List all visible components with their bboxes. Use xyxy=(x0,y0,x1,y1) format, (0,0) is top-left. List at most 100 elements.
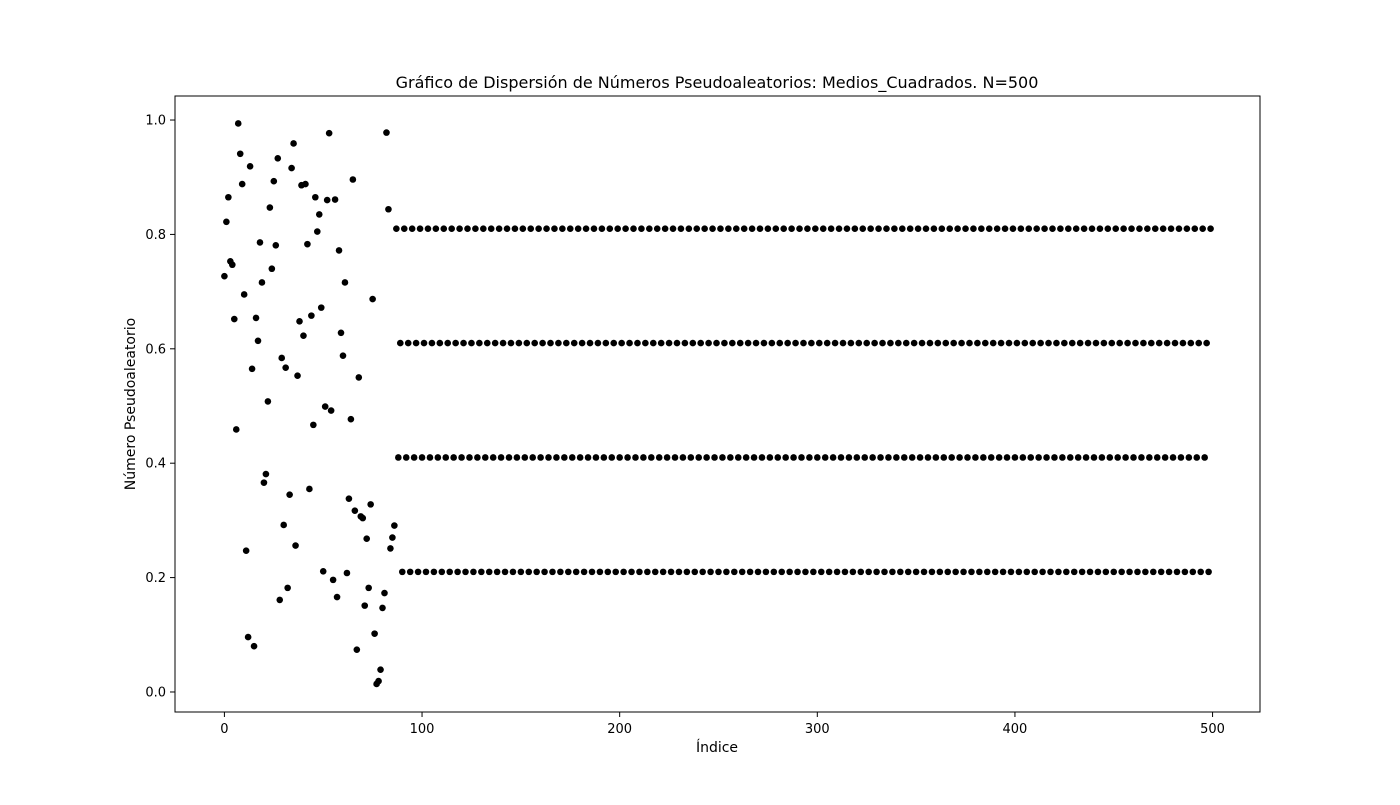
data-point xyxy=(363,535,371,542)
data-point xyxy=(806,454,813,461)
data-point xyxy=(904,568,912,576)
data-point xyxy=(458,454,465,461)
data-point xyxy=(657,339,665,347)
data-point xyxy=(1167,225,1175,232)
data-point xyxy=(847,339,855,347)
data-point xyxy=(1106,454,1114,461)
data-point xyxy=(938,225,946,232)
data-point xyxy=(841,568,849,576)
data-point xyxy=(375,677,382,685)
data-point xyxy=(987,454,995,461)
data-point xyxy=(683,568,691,576)
data-point xyxy=(1161,454,1169,461)
data-point xyxy=(321,403,329,410)
data-point xyxy=(972,454,979,461)
data-point xyxy=(355,374,363,381)
data-point xyxy=(685,225,693,232)
data-point xyxy=(238,180,246,188)
data-point xyxy=(547,339,554,347)
data-point xyxy=(895,339,902,347)
data-point xyxy=(653,225,661,232)
data-point xyxy=(385,205,392,213)
data-point xyxy=(877,454,884,461)
data-point xyxy=(661,225,669,232)
data-point xyxy=(515,339,523,347)
data-point xyxy=(1055,568,1062,576)
data-point xyxy=(1059,454,1066,461)
data-point xyxy=(725,225,732,232)
data-point xyxy=(768,339,776,347)
data-point xyxy=(618,339,625,347)
data-point xyxy=(1025,225,1033,232)
x-tick-label: 0 xyxy=(220,722,228,737)
data-point xyxy=(242,547,250,555)
data-point xyxy=(288,164,295,172)
data-point xyxy=(950,339,957,347)
data-point xyxy=(594,339,602,347)
data-point xyxy=(960,568,967,576)
data-point xyxy=(290,140,297,147)
data-point xyxy=(1114,454,1121,461)
data-point xyxy=(345,495,353,502)
data-point xyxy=(1039,568,1046,576)
data-point xyxy=(754,568,762,576)
data-point xyxy=(474,454,481,461)
data-point xyxy=(681,339,689,347)
y-tick-label: 0.6 xyxy=(145,342,166,357)
data-point xyxy=(460,339,467,347)
data-point xyxy=(1112,225,1120,232)
data-point xyxy=(1126,568,1133,576)
data-point xyxy=(416,225,424,232)
data-point xyxy=(349,176,357,183)
data-point xyxy=(770,568,778,576)
data-point xyxy=(531,339,538,347)
data-point xyxy=(647,454,655,461)
data-point xyxy=(709,225,716,232)
data-point xyxy=(867,225,874,232)
data-point xyxy=(675,568,683,576)
data-point xyxy=(859,225,867,232)
data-point xyxy=(590,225,598,232)
data-point xyxy=(948,454,955,461)
data-point xyxy=(272,241,280,249)
data-point xyxy=(260,479,268,486)
data-point xyxy=(1151,225,1159,232)
data-point xyxy=(1195,339,1203,347)
data-point xyxy=(788,225,795,232)
data-point xyxy=(335,247,343,254)
data-point xyxy=(1187,339,1195,347)
data-point xyxy=(414,568,422,576)
data-point xyxy=(1146,454,1153,461)
data-point xyxy=(1080,225,1088,232)
data-point xyxy=(440,225,448,232)
data-point xyxy=(327,407,335,414)
data-point xyxy=(232,426,240,433)
data-point xyxy=(808,339,815,347)
y-tick-label: 0.4 xyxy=(145,457,166,472)
data-point xyxy=(796,225,803,232)
data-point xyxy=(478,568,485,576)
data-point xyxy=(932,454,940,461)
data-point xyxy=(667,568,675,576)
data-point xyxy=(863,339,871,347)
data-point xyxy=(1185,454,1193,461)
data-point xyxy=(744,339,752,347)
data-point xyxy=(649,339,657,347)
data-point xyxy=(561,454,568,461)
data-point xyxy=(592,454,600,461)
data-point xyxy=(511,225,519,232)
data-point xyxy=(1001,225,1009,232)
data-point xyxy=(1053,339,1060,347)
data-point xyxy=(642,339,649,347)
data-point xyxy=(772,225,780,232)
data-point xyxy=(1043,454,1050,461)
y-tick-label: 1.0 xyxy=(145,114,166,129)
data-point xyxy=(717,225,724,232)
data-point xyxy=(430,568,438,576)
data-point xyxy=(608,454,616,461)
data-point xyxy=(1029,339,1037,347)
data-point xyxy=(555,339,562,347)
data-point xyxy=(952,568,959,576)
data-point xyxy=(993,225,1001,232)
